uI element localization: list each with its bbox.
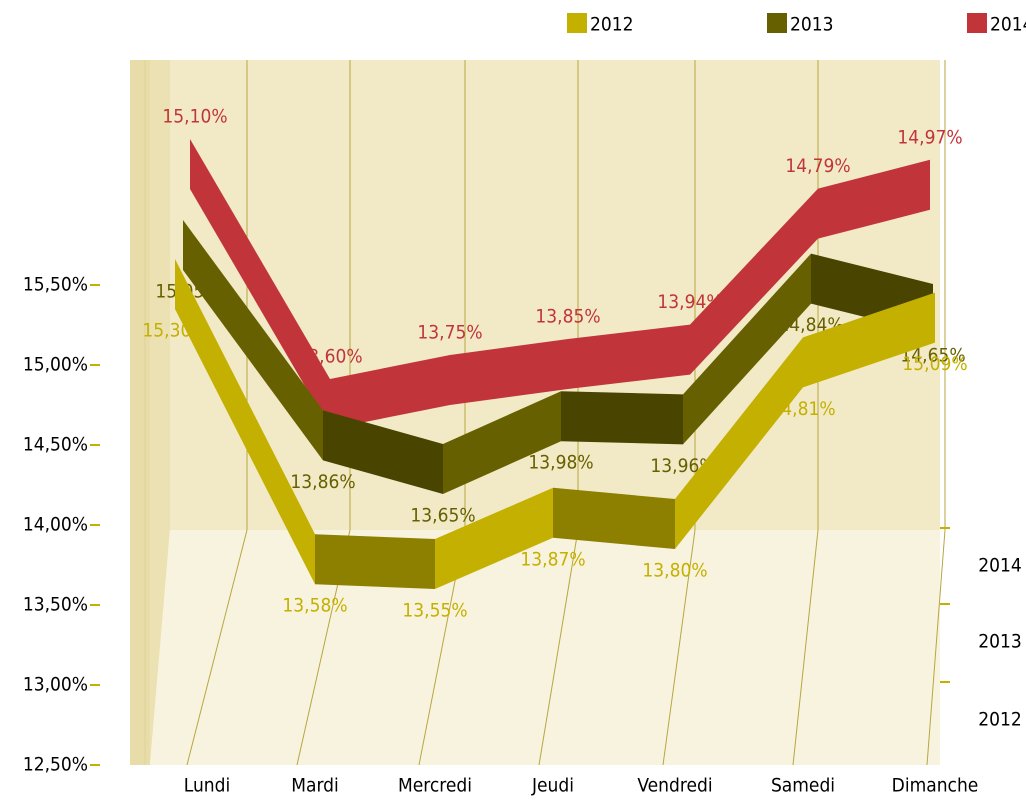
floor-line	[662, 529, 696, 766]
value-label: 13,86%	[290, 471, 355, 493]
value-label: 13,58%	[282, 595, 347, 617]
value-label: 14,65%	[900, 345, 965, 367]
value-label: 13,80%	[642, 560, 707, 582]
y-tick-label: 14,50%	[23, 434, 88, 456]
ribbon-segment	[315, 534, 435, 589]
legend-label: 2012	[590, 14, 634, 36]
ribbon-segment	[190, 139, 330, 429]
value-label: 15,30%	[142, 320, 207, 342]
floor-line	[186, 529, 248, 766]
ribbon-segment	[561, 391, 683, 445]
ribbon-segment	[435, 487, 553, 589]
y-tick-label: 12,50%	[23, 754, 88, 776]
legend-label: 2013	[790, 14, 834, 36]
floor-line	[538, 529, 579, 766]
depth-label: 2013	[978, 631, 1022, 653]
legend-label: 2014	[990, 14, 1026, 36]
value-label: 13,60%	[297, 346, 362, 368]
ribbon-segment	[683, 253, 811, 445]
value-label: 14,81%	[770, 398, 835, 420]
y-tick-label: 14,00%	[23, 514, 88, 536]
ribbon-segment	[553, 487, 675, 549]
value-label: 13,87%	[520, 548, 585, 570]
y-tick-label: 15,50%	[23, 274, 88, 296]
legend-swatch	[567, 13, 587, 33]
legend-swatch	[967, 13, 987, 33]
y-tick-label: 15,00%	[23, 354, 88, 376]
value-label: 13,98%	[528, 452, 593, 474]
depth-label: 2012	[978, 709, 1022, 731]
ribbon-segment	[175, 259, 315, 585]
x-tick-label: Mercredi	[398, 775, 472, 797]
x-tick-label: Mardi	[291, 775, 339, 797]
x-tick-label: Lundi	[184, 775, 230, 797]
ribbon-segment	[330, 355, 450, 429]
value-label: 13,94%	[657, 291, 722, 313]
x-tick-label: Jeudi	[531, 775, 574, 797]
ribbon-segment	[443, 391, 561, 494]
left-wall-edge	[130, 60, 150, 765]
floor-line	[792, 529, 819, 766]
x-tick-label: Dimanche	[892, 775, 979, 797]
value-label: 14,79%	[785, 155, 850, 177]
ribbon-segment	[450, 339, 568, 405]
y-tick-label: 13,00%	[23, 674, 88, 696]
y-tick-label: 13,50%	[23, 594, 88, 616]
value-label: 15,10%	[162, 106, 227, 128]
value-label: 13,65%	[410, 505, 475, 527]
depth-label: 2014	[978, 555, 1022, 577]
value-label: 13,75%	[417, 322, 482, 344]
value-label: 15,09%	[902, 353, 967, 375]
x-tick-label: Samedi	[771, 775, 835, 797]
floor	[150, 530, 940, 765]
value-label: 13,85%	[535, 306, 600, 328]
value-label: 14,97%	[897, 126, 962, 148]
ribbon-segment	[803, 292, 935, 388]
ribbon-segment	[323, 410, 443, 494]
floor-line	[926, 529, 946, 766]
ribbon-segment	[568, 324, 690, 389]
x-tick-label: Vendredi	[637, 775, 712, 797]
value-label: 13,55%	[402, 600, 467, 622]
ribbon-segment	[690, 188, 818, 375]
ribbon-segment	[675, 337, 803, 549]
legend-swatch	[767, 13, 787, 33]
ribbon-segment	[818, 159, 930, 239]
ribbon-segment	[183, 220, 323, 461]
